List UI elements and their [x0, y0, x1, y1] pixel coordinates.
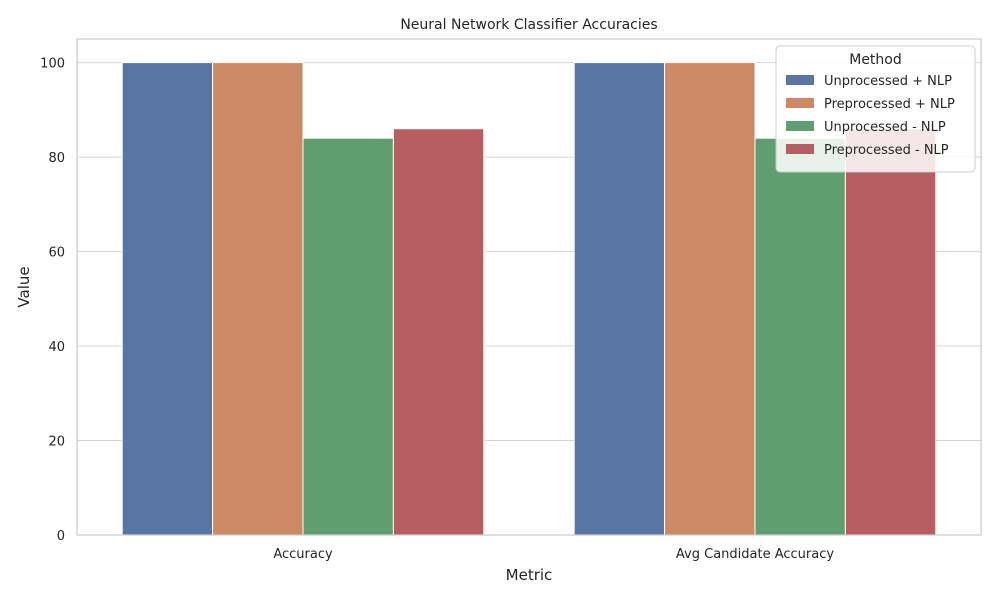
bar	[121, 62, 214, 536]
y-tick-label: 0	[57, 529, 65, 544]
legend-box	[775, 45, 976, 173]
legend: Method Unprocessed + NLP Preprocessed + NL…	[775, 45, 976, 173]
legend-swatch	[786, 75, 814, 85]
y-tick-label: 20	[48, 435, 65, 450]
y-axis-label: Value	[15, 266, 33, 307]
y-tick-label: 40	[48, 340, 65, 355]
bar	[844, 128, 937, 536]
plot-frame	[76, 38, 982, 536]
chart-title: Neural Network Classifier Accuracies	[400, 17, 657, 33]
y-tick-label: 80	[48, 151, 65, 166]
y-tick-label: 60	[48, 246, 65, 261]
legend-item-label: Preprocessed - NLP	[824, 143, 949, 158]
x-tick-label: Accuracy	[273, 547, 333, 562]
legend-swatch	[786, 144, 814, 154]
legend-item-label: Preprocessed + NLP	[824, 97, 955, 112]
bar	[573, 62, 666, 536]
legend-swatch	[786, 98, 814, 108]
legend-swatch	[786, 121, 814, 131]
y-tick-label: 100	[40, 57, 65, 72]
bar	[754, 137, 846, 536]
bar	[302, 137, 394, 536]
legend-item-label: Unprocessed - NLP	[824, 120, 946, 135]
bar	[664, 62, 756, 536]
legend-item-label: Unprocessed + NLP	[824, 74, 952, 89]
x-axis-label: Metric	[506, 566, 553, 584]
bar	[212, 62, 304, 536]
x-tick-label: Avg Candidate Accuracy	[676, 547, 834, 562]
bar	[392, 128, 485, 536]
legend-title: Method	[849, 52, 902, 68]
